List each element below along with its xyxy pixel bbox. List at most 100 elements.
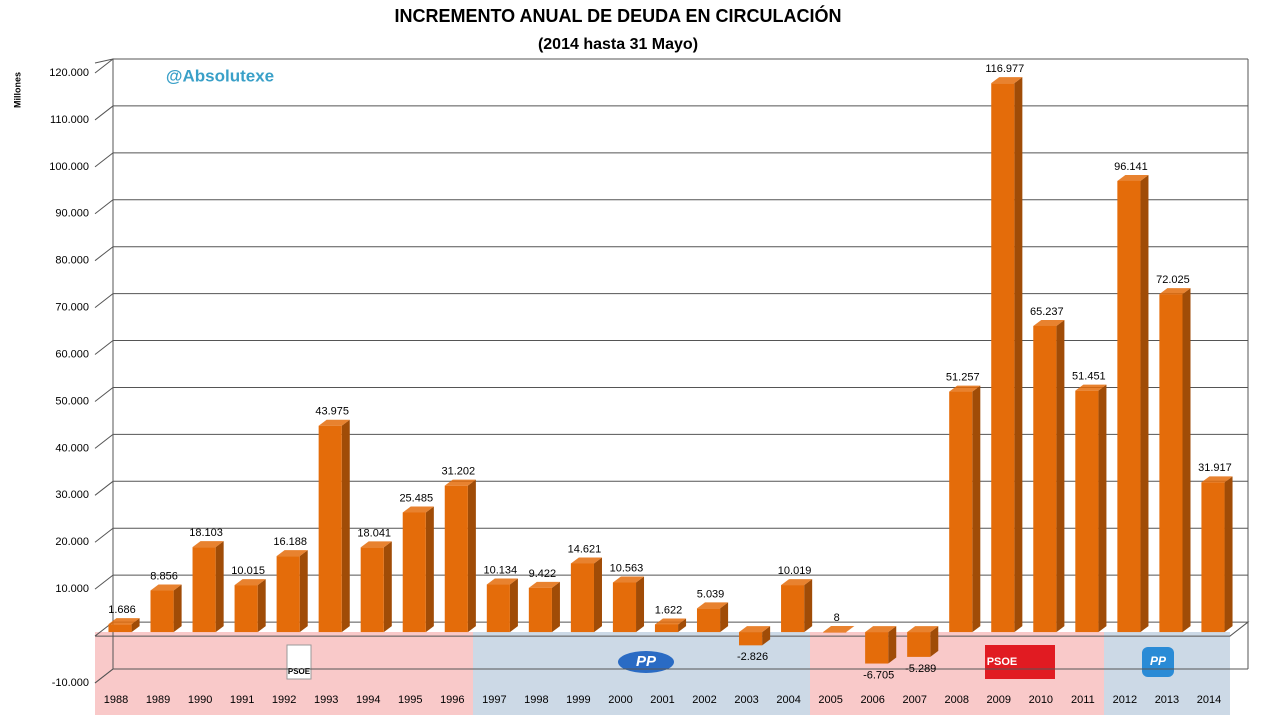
x-tick-label: 1994 [356,694,380,706]
value-label: 1.622 [655,604,683,616]
axis [94,58,114,684]
bar-side [425,506,434,633]
bar-top [823,626,855,633]
pp-logo [618,651,674,673]
value-label: 16.188 [273,536,307,548]
x-tick-label: 2010 [1029,694,1053,706]
bar-top [612,576,645,583]
zero-line [94,621,1250,637]
bar-side [467,479,476,633]
bar [276,556,300,633]
bar [696,608,721,633]
bar [1159,294,1183,633]
x-tick-label: 2013 [1155,694,1179,706]
bar-top [696,602,729,609]
bar-top [991,77,1023,84]
bar-top [1201,476,1233,483]
bar [1075,390,1099,633]
bar-side [257,579,266,633]
bar-side [1014,77,1023,633]
x-tick-label: 2012 [1113,694,1137,706]
bar-top [528,581,560,588]
bar [360,547,384,633]
value-label: 18.103 [189,527,223,539]
value-label: 31.202 [441,466,475,478]
grid-line [94,527,1248,543]
x-tick-label: 2011 [1071,694,1095,706]
x-tick-label: 1993 [314,694,338,706]
bar-side [972,385,981,633]
bar-top [1159,288,1191,295]
y-tick-label: 120.000 [49,67,89,79]
y-tick-label: 40.000 [55,442,89,454]
bar-side [762,626,771,646]
bar [150,590,174,633]
bar-side [1056,319,1065,633]
grid-line [94,246,1248,262]
bar [108,624,132,633]
bar [991,83,1015,633]
value-label: 9.422 [529,568,557,580]
bar-side [1182,288,1191,633]
bar [823,632,847,633]
bar-top [865,626,897,633]
value-label: 31.917 [1198,462,1232,474]
bar-side [299,550,308,633]
x-tick-label: 2003 [734,694,758,706]
psoe-logo [286,644,312,680]
value-label: 18.041 [357,527,391,539]
value-label: 116.977 [985,63,1024,75]
x-tick-label: 1991 [230,694,254,706]
bar-side [131,618,140,633]
value-label: -2.826 [737,651,768,663]
bar-side [383,541,392,633]
grid-line [94,574,1248,590]
value-label: 43.975 [315,406,349,418]
bar-top [1075,384,1107,391]
x-tick-label: 1995 [398,694,422,706]
grid-line [94,386,1248,402]
bar-top [234,579,266,586]
y-tick-label: 80.000 [55,255,89,267]
y-tick-label: 110.000 [50,114,89,126]
grid-line [94,105,1248,121]
bar [865,632,889,664]
bar-side [678,618,687,633]
y-tick-label: 100.000 [49,161,89,173]
x-tick-label: 2008 [945,694,969,706]
bar [612,582,637,633]
value-label: 5.039 [697,588,725,600]
x-tick-label: 1992 [272,694,296,706]
bar-top [444,479,476,486]
bar [570,563,594,633]
bar-side [930,626,939,657]
value-label: 96.141 [1114,161,1148,173]
bar [1033,325,1057,633]
chart-subtitle: (2014 hasta 31 Mayo) [538,36,698,53]
value-label: 10.019 [778,565,812,577]
bar-top [907,626,939,633]
bar-top [402,506,434,513]
bar [486,584,510,633]
x-tick-label: 2001 [650,694,674,706]
x-tick-label: 1996 [440,694,464,706]
bar-top [360,541,392,548]
bar-side [720,602,729,633]
bar-side [173,584,182,633]
bar-side [804,579,813,633]
bar [781,585,805,633]
bar-side [593,557,602,633]
x-tick-label: 2000 [608,694,632,706]
chart-title: INCREMENTO ANUAL DE DEUDA EN CIRCULACIÓN [394,5,841,26]
value-label: 10.015 [231,565,265,577]
bar [192,547,216,633]
psoe-band [95,632,473,715]
x-tick-label: 1988 [104,694,128,706]
pp-band [473,632,810,715]
x-tick-label: 1998 [524,694,548,706]
bar-side [215,541,224,633]
bar-top [486,578,518,585]
value-label: 25.485 [399,492,433,504]
x-tick-label: 1997 [482,694,506,706]
